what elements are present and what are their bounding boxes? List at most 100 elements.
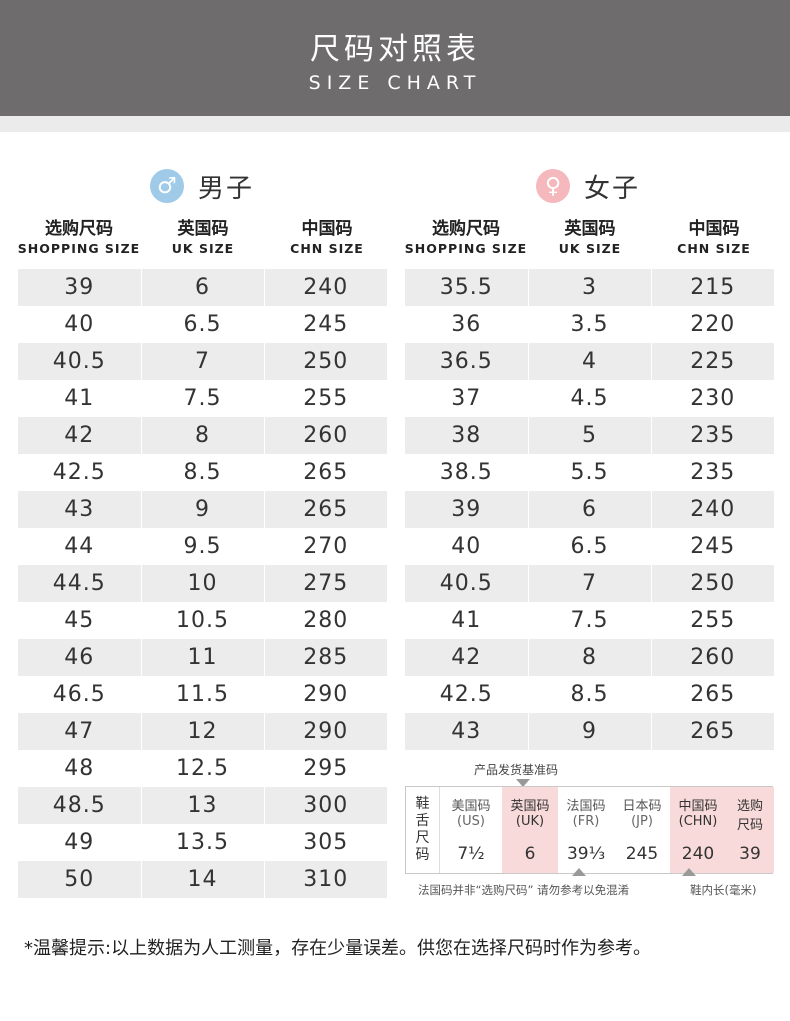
table-row: 46 11 285 bbox=[18, 639, 387, 676]
reference-box: 鞋舌尺码 美国码 (US) 7½ 英国码 (UK) 6 法国码 (FR) 39⅓ 日本码 (JP) 2… bbox=[405, 786, 774, 874]
table-row: 44.5 10 275 bbox=[18, 565, 387, 602]
page-subtitle: SIZE CHART bbox=[308, 72, 482, 94]
column-header-cn: 英国码 bbox=[177, 219, 229, 239]
table-cell: 44.5 bbox=[18, 565, 142, 602]
table-cell: 250 bbox=[264, 343, 387, 380]
table-cell: 41 bbox=[405, 602, 529, 639]
table-row: 40.5 7 250 bbox=[18, 343, 387, 380]
column-header-cn: 中国码 bbox=[688, 219, 740, 239]
reference-value: 7½ bbox=[457, 844, 485, 864]
column-header-cn: 中国码 bbox=[301, 219, 353, 239]
reference-unit: 鞋内长(毫米) bbox=[690, 883, 757, 897]
reference-title: 产品发货基准码 bbox=[474, 763, 559, 777]
table-cell: 270 bbox=[264, 528, 387, 565]
table-cell: 265 bbox=[651, 676, 774, 713]
table-cell: 235 bbox=[651, 417, 774, 454]
table-cell: 7.5 bbox=[141, 380, 265, 417]
table-cell: 9 bbox=[528, 713, 652, 750]
table-cell: 215 bbox=[651, 269, 774, 306]
table-cell: 260 bbox=[264, 417, 387, 454]
reference-pointer-down-icon bbox=[516, 779, 530, 787]
table-cell: 50 bbox=[18, 861, 142, 898]
table-cell: 41 bbox=[18, 380, 142, 417]
table-cell: 10.5 bbox=[141, 602, 265, 639]
table-cell: 265 bbox=[651, 713, 774, 750]
table-cell: 11.5 bbox=[141, 676, 265, 713]
column-header-en: CHN SIZE bbox=[290, 241, 364, 256]
table-cell: 40.5 bbox=[18, 343, 142, 380]
table-cell: 42 bbox=[405, 639, 529, 676]
column-header-cn: 选购尺码 bbox=[432, 219, 500, 239]
female-column-header: 英国码 UK SIZE bbox=[528, 218, 652, 258]
reference-header: 中国码 bbox=[678, 799, 718, 814]
reference-header: (CHN) bbox=[678, 814, 718, 829]
table-cell: 38.5 bbox=[405, 454, 529, 491]
column-header-en: CHN SIZE bbox=[677, 241, 751, 256]
table-cell: 235 bbox=[651, 454, 774, 491]
table-cell: 9 bbox=[141, 491, 265, 528]
table-row: 45 10.5 280 bbox=[18, 602, 387, 639]
table-cell: 37 bbox=[405, 380, 529, 417]
table-cell: 295 bbox=[264, 750, 387, 787]
table-cell: 255 bbox=[651, 602, 774, 639]
table-cell: 240 bbox=[264, 269, 387, 306]
table-cell: 7 bbox=[528, 565, 652, 602]
male-column-header: 英国码 UK SIZE bbox=[141, 218, 265, 258]
reference-value: 240 bbox=[681, 844, 715, 864]
table-cell: 40 bbox=[18, 306, 142, 343]
reference-side-char: 码 bbox=[415, 847, 430, 863]
table-cell: 42.5 bbox=[18, 454, 142, 491]
male-column-header: 选购尺码 SHOPPING SIZE bbox=[17, 218, 141, 258]
male-symbol-icon: ♂ bbox=[150, 169, 184, 203]
table-row: 40 6.5 245 bbox=[405, 528, 774, 565]
column-header-en: UK SIZE bbox=[171, 241, 235, 256]
table-cell: 255 bbox=[264, 380, 387, 417]
table-row: 42.5 8.5 265 bbox=[405, 676, 774, 713]
table-cell: 220 bbox=[651, 306, 774, 343]
table-cell: 245 bbox=[264, 306, 387, 343]
table-cell: 46 bbox=[18, 639, 142, 676]
table-cell: 11 bbox=[141, 639, 265, 676]
reference-side-char: 舌 bbox=[415, 813, 430, 829]
table-row: 49 13.5 305 bbox=[18, 824, 387, 861]
table-cell: 6 bbox=[528, 491, 652, 528]
table-cell: 8 bbox=[528, 639, 652, 676]
table-row: 44 9.5 270 bbox=[18, 528, 387, 565]
reference-value: 6 bbox=[524, 844, 536, 864]
table-cell: 265 bbox=[264, 491, 387, 528]
reference-column: 美国码 (US) 7½ bbox=[440, 787, 502, 873]
table-row: 42 8 260 bbox=[18, 417, 387, 454]
table-cell: 5.5 bbox=[528, 454, 652, 491]
table-cell: 8 bbox=[141, 417, 265, 454]
table-row: 40.5 7 250 bbox=[405, 565, 774, 602]
reference-pointer-up-icon bbox=[572, 868, 586, 876]
table-cell: 49 bbox=[18, 824, 142, 861]
table-cell: 240 bbox=[651, 491, 774, 528]
page-title: 尺码对照表 bbox=[310, 32, 480, 67]
table-cell: 13 bbox=[141, 787, 265, 824]
table-cell: 245 bbox=[651, 528, 774, 565]
table-row: 38.5 5.5 235 bbox=[405, 454, 774, 491]
table-cell: 10 bbox=[141, 565, 265, 602]
reference-note: 法国码并非“选购尺码” 请勿参考以免混淆 bbox=[418, 883, 630, 897]
table-cell: 3 bbox=[528, 269, 652, 306]
table-row: 40 6.5 245 bbox=[18, 306, 387, 343]
reference-column: 选购 尺码 39 bbox=[726, 787, 774, 873]
table-row: 41 7.5 255 bbox=[18, 380, 387, 417]
table-row: 39 6 240 bbox=[18, 269, 387, 306]
table-cell: 36.5 bbox=[405, 343, 529, 380]
table-cell: 43 bbox=[405, 713, 529, 750]
table-cell: 12.5 bbox=[141, 750, 265, 787]
table-row: 42 8 260 bbox=[405, 639, 774, 676]
header-divider-band bbox=[0, 116, 790, 132]
reference-column: 英国码 (UK) 6 bbox=[502, 787, 558, 873]
reference-header: 尺码 bbox=[736, 818, 763, 833]
table-row: 37 4.5 230 bbox=[405, 380, 774, 417]
table-cell: 46.5 bbox=[18, 676, 142, 713]
table-cell: 39 bbox=[405, 491, 529, 528]
table-cell: 40 bbox=[405, 528, 529, 565]
table-row: 41 7.5 255 bbox=[405, 602, 774, 639]
table-cell: 285 bbox=[264, 639, 387, 676]
table-cell: 6.5 bbox=[141, 306, 265, 343]
reference-header: (JP) bbox=[631, 814, 653, 829]
